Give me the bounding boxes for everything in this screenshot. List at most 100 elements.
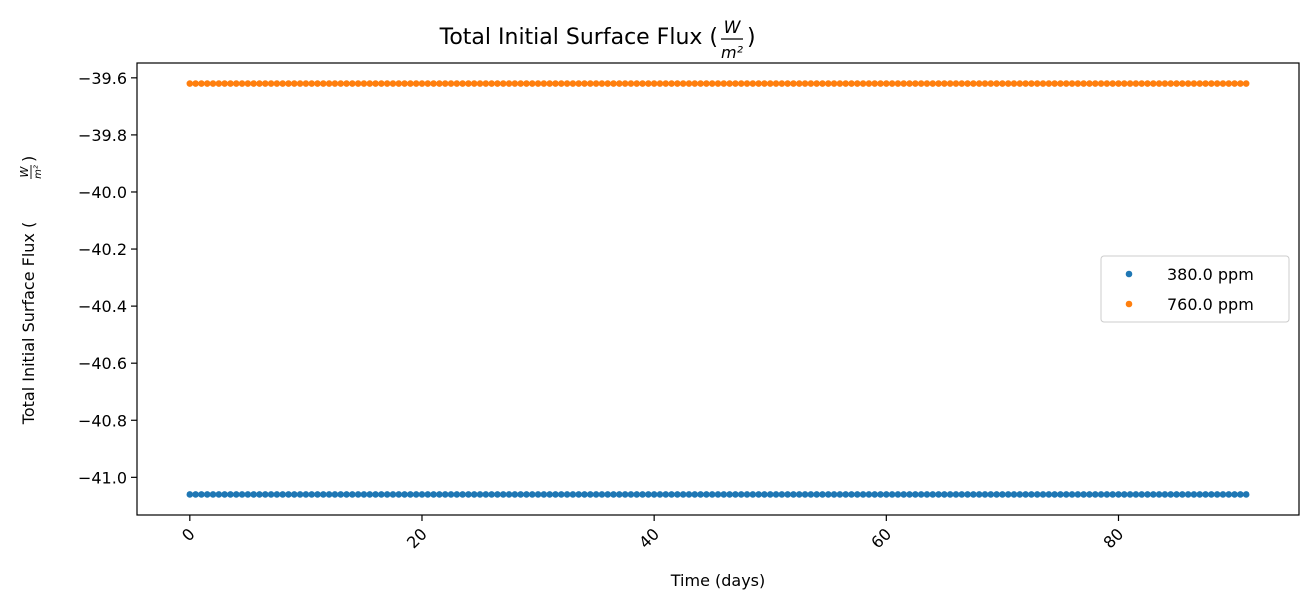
data-point [453, 491, 461, 498]
data-point [354, 491, 362, 498]
data-point [1086, 491, 1093, 498]
data-point [708, 491, 716, 498]
data-point [389, 80, 397, 87]
data-point [761, 80, 768, 87]
data-point [1004, 491, 1012, 498]
data-point [842, 80, 849, 87]
data-point [639, 491, 646, 498]
data-point [552, 491, 559, 498]
data-point [215, 80, 223, 87]
data-point [999, 491, 1006, 498]
y-axis-label-text: Total Initial Surface Flux ( [19, 222, 38, 425]
data-point [906, 80, 913, 87]
data-point [1051, 80, 1058, 87]
data-point [436, 491, 443, 498]
data-point [1074, 80, 1082, 87]
data-point [854, 80, 861, 87]
data-point [1132, 80, 1140, 87]
data-point [1242, 80, 1250, 87]
y-axis-label-suffix: ) [19, 156, 38, 162]
data-point [685, 80, 693, 87]
data-point [279, 491, 286, 498]
data-point [830, 80, 838, 87]
data-point [1091, 491, 1099, 498]
data-point [917, 491, 925, 498]
legend: 380.0 ppm 760.0 ppm [1100, 255, 1290, 323]
data-point [894, 491, 902, 498]
data-point [1103, 80, 1111, 87]
data-point [923, 80, 931, 87]
y-tick-label: −41.0 [78, 468, 127, 487]
data-point [981, 80, 989, 87]
y-axis: −39.6 −39.8 −40.0 −40.2 −40.4 −40.6 −40.8 −41.0 [78, 69, 137, 487]
data-point [819, 491, 826, 498]
data-point [552, 80, 559, 87]
data-point [674, 80, 681, 87]
data-point [482, 491, 490, 498]
data-point [1109, 491, 1116, 498]
data-point [726, 80, 733, 87]
data-point [1184, 80, 1192, 87]
data-point [267, 80, 275, 87]
data-point [302, 491, 310, 498]
data-point [1190, 80, 1198, 87]
data-point [424, 80, 432, 87]
data-point [1051, 491, 1058, 498]
data-point [1080, 491, 1087, 498]
data-point [1033, 491, 1041, 498]
data-point [859, 491, 867, 498]
data-point [430, 80, 437, 87]
data-point [232, 80, 240, 87]
data-point [1150, 80, 1157, 87]
data-point [662, 491, 670, 498]
y-tick-label: −40.4 [78, 297, 127, 316]
data-point [186, 80, 194, 87]
data-point [650, 491, 658, 498]
data-point [871, 491, 879, 498]
data-point [1219, 80, 1227, 87]
data-point [372, 80, 379, 87]
data-point [1237, 80, 1244, 87]
data-point [755, 491, 762, 498]
data-point [221, 491, 228, 498]
data-point [1213, 491, 1221, 498]
data-point [546, 491, 553, 498]
data-point [795, 491, 803, 498]
data-point [1126, 491, 1134, 498]
data-point [1057, 80, 1064, 87]
data-point [441, 80, 449, 87]
data-point [290, 491, 298, 498]
data-point [987, 80, 995, 87]
data-point [807, 80, 815, 87]
y-axis-label-unit-num: W [18, 165, 31, 177]
data-point [1155, 491, 1163, 498]
data-point [354, 80, 362, 87]
data-point [1144, 80, 1151, 87]
data-point [1213, 80, 1221, 87]
data-point [209, 80, 217, 87]
y-tick-label: −39.6 [78, 69, 127, 88]
plot-frame [136, 62, 1300, 516]
data-point [610, 491, 617, 498]
data-point [267, 491, 275, 498]
data-point [871, 80, 879, 87]
data-point [389, 491, 397, 498]
data-point [656, 80, 664, 87]
data-point [674, 491, 681, 498]
data-point [412, 491, 420, 498]
data-point [488, 491, 495, 498]
data-point [691, 491, 699, 498]
data-point [1173, 491, 1180, 498]
data-point [1115, 80, 1122, 87]
data-point [778, 80, 786, 87]
data-point [1237, 491, 1244, 498]
data-point [772, 491, 780, 498]
data-point [697, 491, 704, 498]
data-point [459, 491, 466, 498]
data-point [813, 491, 820, 498]
data-point [790, 80, 797, 87]
data-point [244, 80, 252, 87]
data-point [923, 491, 931, 498]
y-tick-label: −40.0 [78, 183, 127, 202]
data-point [383, 80, 391, 87]
